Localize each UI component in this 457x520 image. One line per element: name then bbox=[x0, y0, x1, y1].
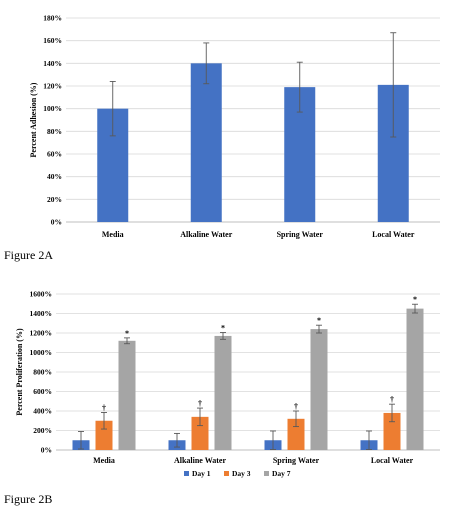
y-tick-label: 1400% bbox=[30, 309, 53, 318]
y-tick-label: 40% bbox=[47, 172, 62, 181]
significance-marker: † bbox=[198, 399, 202, 408]
y-tick-label: 600% bbox=[33, 387, 52, 396]
y-tick-label: 200% bbox=[33, 426, 52, 435]
significance-marker: † bbox=[390, 395, 394, 404]
legend-label: Day 7 bbox=[272, 469, 291, 478]
legend-label: Day 3 bbox=[232, 469, 251, 478]
category-label: Alkaline Water bbox=[180, 230, 233, 239]
significance-marker: * bbox=[221, 324, 225, 333]
y-tick-label: 60% bbox=[47, 150, 62, 159]
y-tick-label: 80% bbox=[47, 127, 62, 136]
bar bbox=[95, 420, 113, 450]
y-tick-label: 20% bbox=[47, 195, 62, 204]
proliferation-chart: 0% 200% 400% 600% 800% 1000% 1200% 1400% 1600% Pe… bbox=[15, 290, 440, 478]
category-label: Local Water bbox=[371, 456, 414, 465]
significance-marker: † bbox=[294, 402, 298, 411]
significance-marker: * bbox=[413, 295, 417, 304]
adhesion-chart: 0% 20% 40% 60% 80% 100% 120% 140% 160% 180% Percen… bbox=[29, 14, 440, 239]
y-tick-label: 120% bbox=[43, 82, 62, 91]
y-tick-label: 0% bbox=[41, 446, 52, 455]
y-axis-title: Percent Adhesion (%) bbox=[29, 82, 38, 157]
significance-marker: † bbox=[102, 403, 106, 412]
category-label: Media bbox=[93, 456, 115, 465]
bar bbox=[118, 340, 136, 450]
bar bbox=[406, 308, 424, 450]
category-label: Local Water bbox=[372, 230, 415, 239]
y-axis-title: Percent Proliferation (%) bbox=[15, 328, 24, 416]
bar bbox=[287, 418, 305, 450]
y-tick-label: 1600% bbox=[30, 290, 53, 299]
y-tick-label: 160% bbox=[43, 36, 62, 45]
bar bbox=[191, 416, 209, 450]
y-tick-label: 140% bbox=[43, 59, 62, 68]
significance-marker: * bbox=[125, 329, 129, 338]
legend-swatch bbox=[264, 471, 269, 476]
y-tick-label: 180% bbox=[43, 14, 62, 23]
y-tick-label: 100% bbox=[43, 104, 62, 113]
y-tick-label: 1000% bbox=[30, 348, 53, 357]
category-label: Alkaline Water bbox=[174, 456, 227, 465]
category-label: Spring Water bbox=[273, 456, 320, 465]
y-tick-label: 800% bbox=[33, 368, 52, 377]
bar bbox=[214, 335, 232, 450]
legend-swatch bbox=[224, 471, 229, 476]
bar bbox=[383, 412, 401, 450]
legend-label: Day 1 bbox=[192, 469, 211, 478]
y-tick-label: 1200% bbox=[30, 329, 53, 338]
category-label: Spring Water bbox=[277, 230, 324, 239]
legend-swatch bbox=[184, 471, 189, 476]
bar bbox=[190, 63, 222, 223]
figure-2b-caption: Figure 2B bbox=[4, 492, 53, 506]
y-tick-label: 0% bbox=[51, 218, 62, 227]
category-label: Media bbox=[102, 230, 124, 239]
y-tick-label: 400% bbox=[33, 407, 52, 416]
bar bbox=[310, 329, 328, 450]
significance-marker: * bbox=[317, 316, 321, 325]
figure-2a-caption: Figure 2A bbox=[4, 248, 53, 262]
